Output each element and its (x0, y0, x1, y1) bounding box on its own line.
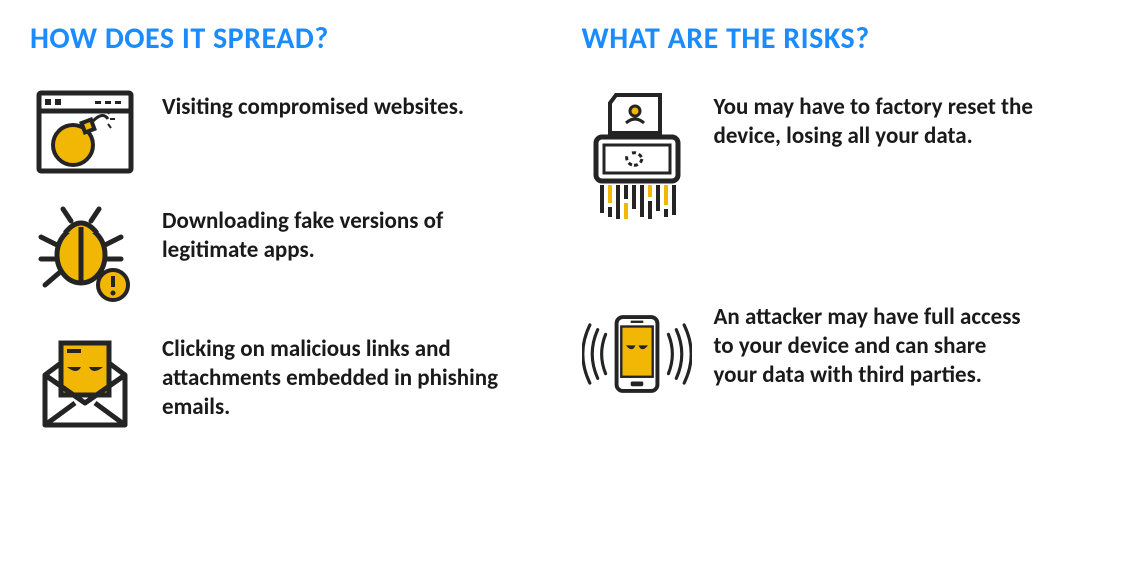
spread-item-1: Downloading fake versions of legitimate … (30, 203, 542, 303)
risk-item-1: An attacker may have full access to your… (582, 299, 1094, 409)
spread-heading: HOW DOES IT SPREAD? (30, 20, 542, 57)
spread-item-1-text: Downloading fake versions of legitimate … (162, 203, 542, 265)
phishing-mail-icon (30, 331, 140, 431)
spread-item-2: Clicking on malicious links and attachme… (30, 331, 542, 431)
bug-warning-icon (30, 203, 140, 303)
risks-heading: WHAT ARE THE RISKS? (582, 20, 1094, 57)
spread-item-2-text: Clicking on malicious links and attachme… (162, 331, 542, 421)
spread-column: HOW DOES IT SPREAD? (30, 20, 542, 469)
spread-item-0-text: Visiting compromised websites. (162, 89, 464, 122)
spread-item-0: Visiting compromised websites. (30, 89, 542, 175)
risk-item-0-text: You may have to factory reset the device… (714, 89, 1034, 151)
risks-column: WHAT ARE THE RISKS? (582, 20, 1094, 469)
risk-item-1-text: An attacker may have full access to your… (714, 299, 1034, 389)
phone-access-icon (582, 299, 692, 409)
device-shred-icon (582, 89, 692, 239)
browser-bomb-icon (30, 89, 140, 175)
risk-item-0: You may have to factory reset the device… (582, 89, 1094, 239)
